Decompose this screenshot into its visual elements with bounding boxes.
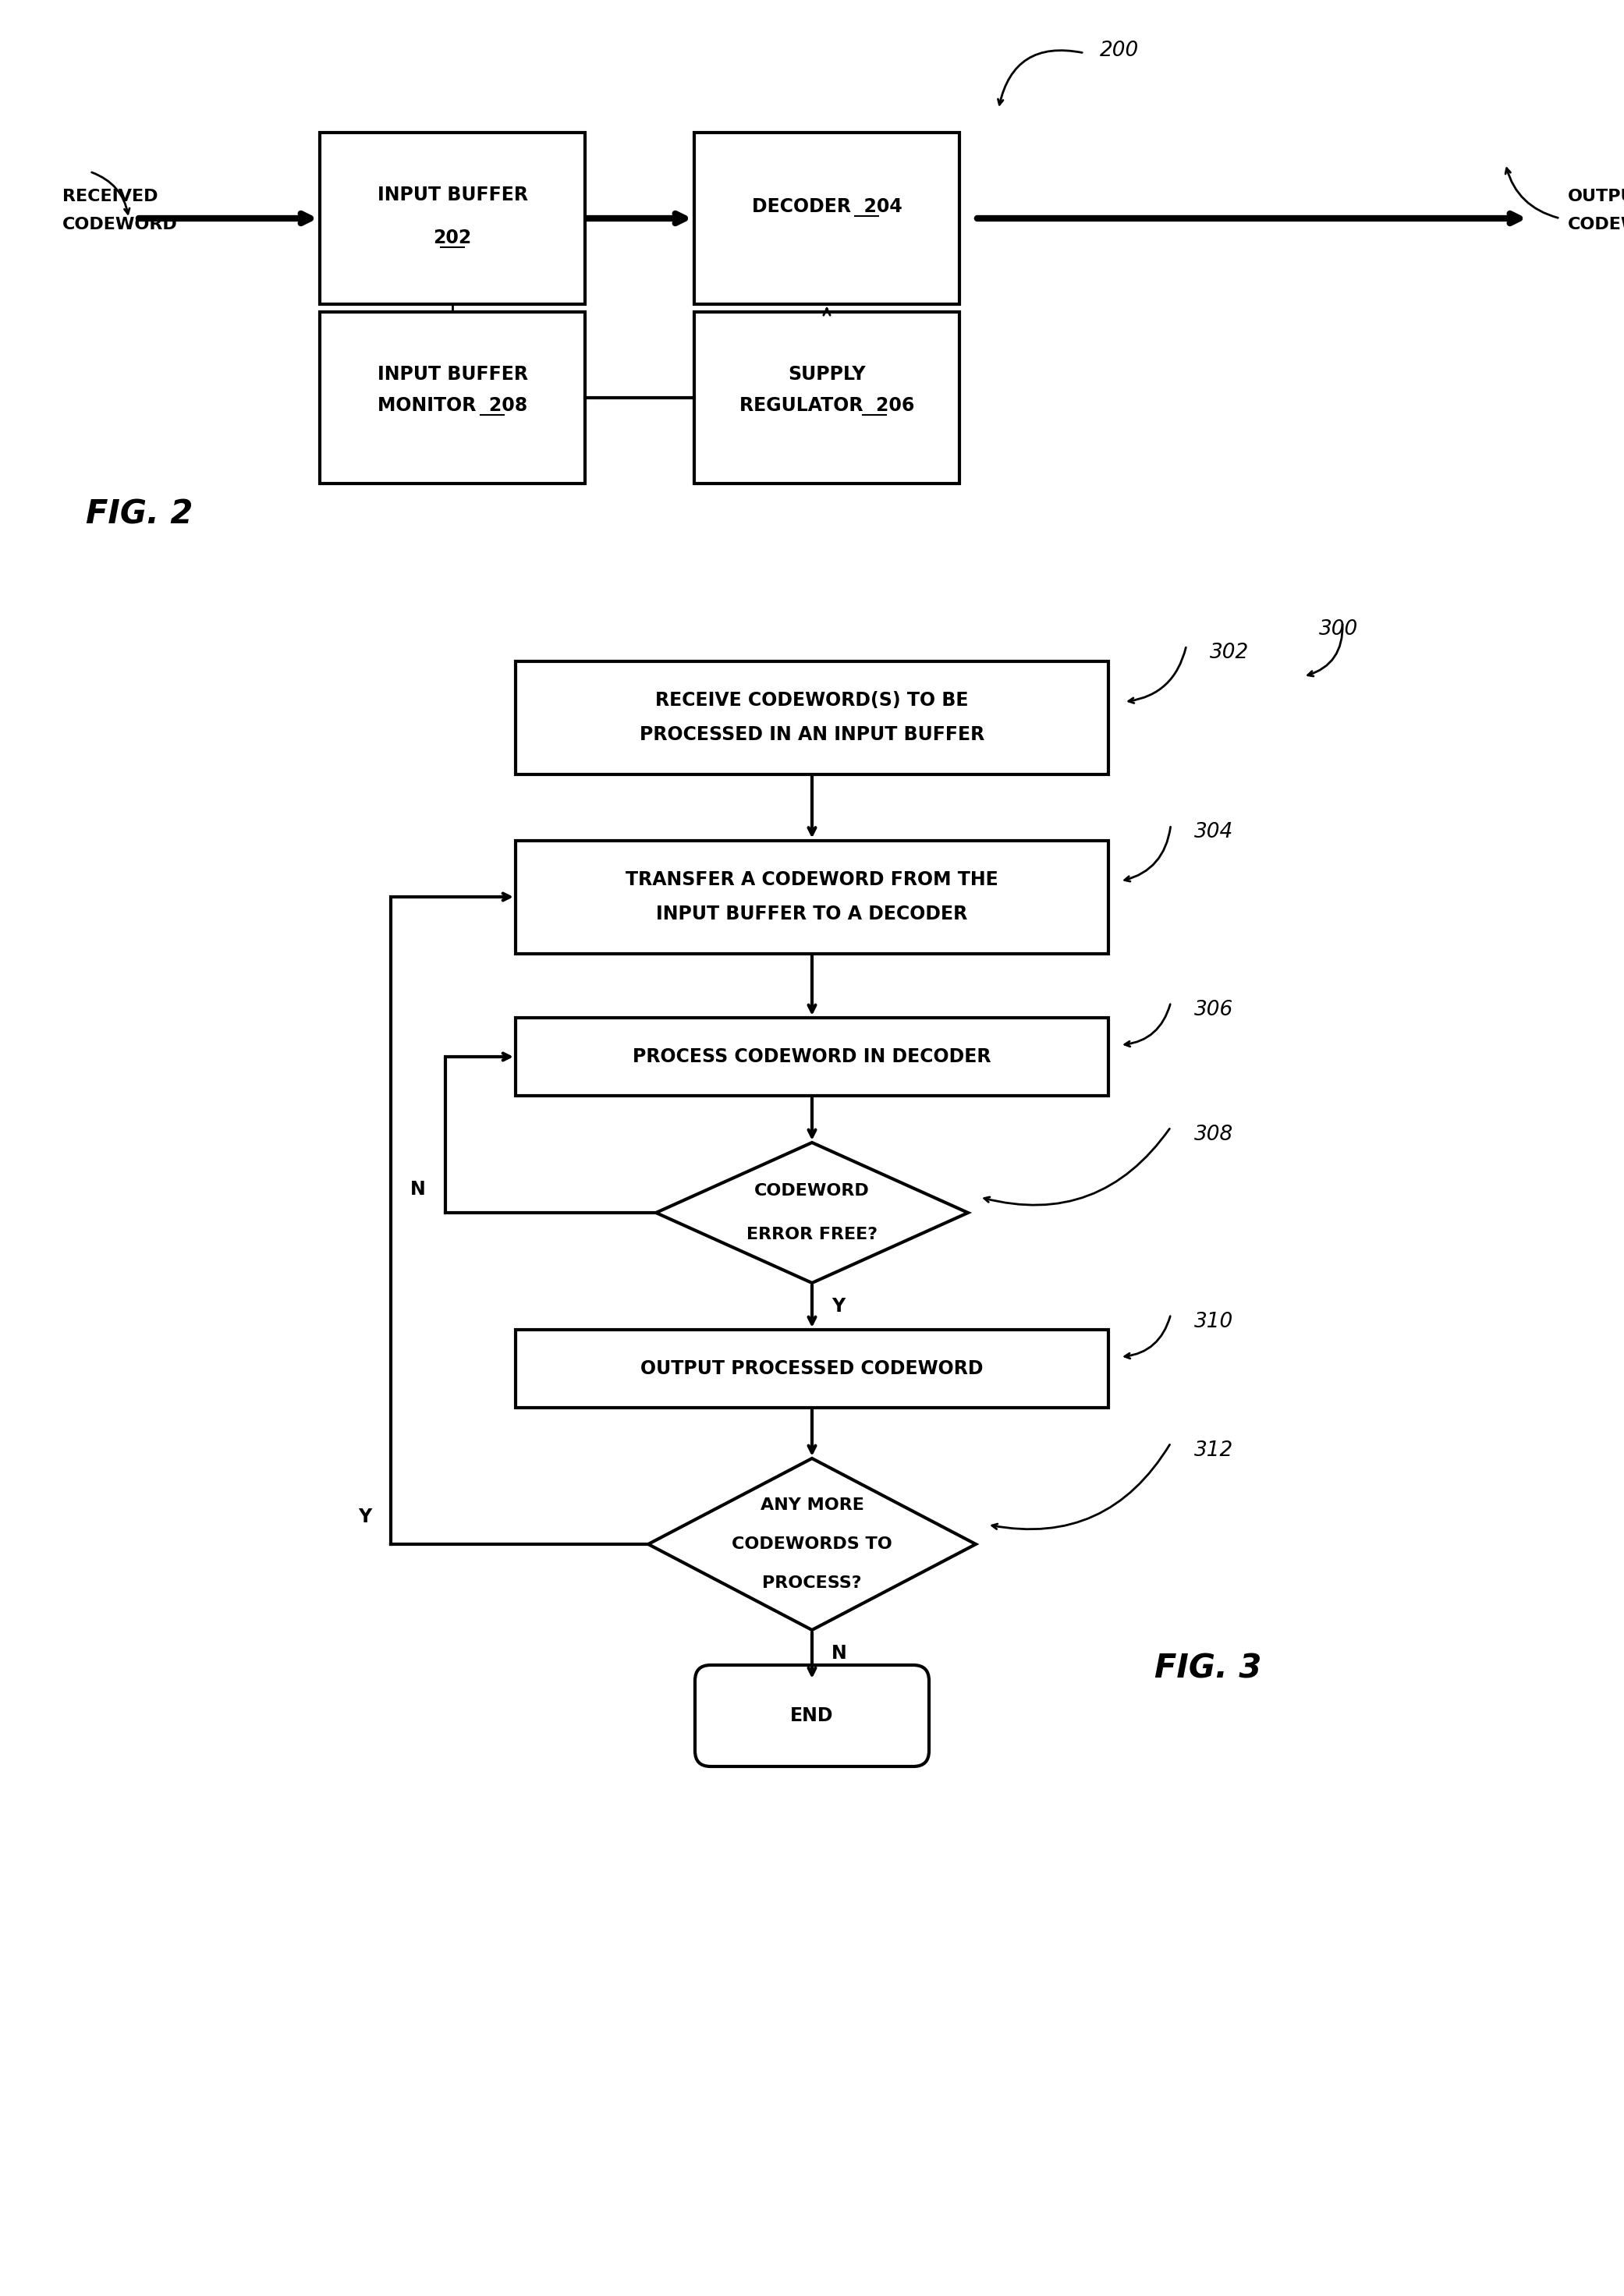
Text: INPUT BUFFER: INPUT BUFFER: [377, 186, 528, 204]
Text: N: N: [831, 1644, 846, 1662]
Text: DECODER  204: DECODER 204: [752, 197, 901, 216]
Text: TRANSFER A CODEWORD FROM THE: TRANSFER A CODEWORD FROM THE: [625, 870, 999, 889]
Bar: [515, 1329, 1109, 1407]
Text: N: N: [411, 1180, 425, 1199]
Text: RECEIVED: RECEIVED: [62, 188, 158, 204]
Text: END: END: [791, 1706, 833, 1724]
Text: SUPPLY: SUPPLY: [788, 365, 866, 383]
Text: ANY MORE: ANY MORE: [760, 1497, 864, 1513]
Text: Y: Y: [831, 1297, 844, 1316]
Text: OUTPUT PROCESSED CODEWORD: OUTPUT PROCESSED CODEWORD: [640, 1359, 984, 1378]
Text: OUTPUT: OUTPUT: [1567, 188, 1624, 204]
Text: PROCESSED IN AN INPUT BUFFER: PROCESSED IN AN INPUT BUFFER: [640, 726, 984, 744]
Text: Y: Y: [357, 1508, 372, 1527]
Text: PROCESS CODEWORD IN DECODER: PROCESS CODEWORD IN DECODER: [633, 1047, 991, 1065]
Text: 308: 308: [1194, 1125, 1233, 1146]
Text: CODEWORD: CODEWORD: [1567, 216, 1624, 232]
Bar: [693, 133, 960, 303]
Polygon shape: [656, 1143, 968, 1283]
Text: 306: 306: [1194, 999, 1233, 1019]
Text: FIG. 2: FIG. 2: [86, 498, 193, 530]
Text: 310: 310: [1194, 1311, 1233, 1332]
Text: PROCESS?: PROCESS?: [762, 1575, 862, 1591]
Text: FIG. 3: FIG. 3: [1155, 1653, 1262, 1685]
Bar: [515, 661, 1109, 774]
Polygon shape: [648, 1458, 976, 1630]
Bar: [515, 1017, 1109, 1095]
Text: 300: 300: [1319, 620, 1358, 641]
Text: 202: 202: [434, 230, 471, 248]
Bar: [515, 840, 1109, 953]
Text: 200: 200: [1099, 41, 1138, 60]
Text: ERROR FREE?: ERROR FREE?: [747, 1226, 877, 1242]
Text: RECEIVE CODEWORD(S) TO BE: RECEIVE CODEWORD(S) TO BE: [656, 691, 968, 709]
Text: CODEWORD: CODEWORD: [62, 216, 177, 232]
Bar: [320, 312, 585, 484]
Bar: [693, 312, 960, 484]
Text: INPUT BUFFER TO A DECODER: INPUT BUFFER TO A DECODER: [656, 905, 968, 923]
Text: 302: 302: [1210, 643, 1249, 664]
Text: CODEWORDS TO: CODEWORDS TO: [732, 1536, 892, 1552]
Text: CODEWORD: CODEWORD: [755, 1182, 869, 1199]
Text: MONITOR  208: MONITOR 208: [377, 397, 528, 416]
Text: REGULATOR  206: REGULATOR 206: [739, 397, 914, 416]
Text: 304: 304: [1194, 822, 1233, 843]
Text: INPUT BUFFER: INPUT BUFFER: [377, 365, 528, 383]
Bar: [320, 133, 585, 303]
FancyBboxPatch shape: [695, 1665, 929, 1766]
Text: 312: 312: [1194, 1440, 1233, 1460]
